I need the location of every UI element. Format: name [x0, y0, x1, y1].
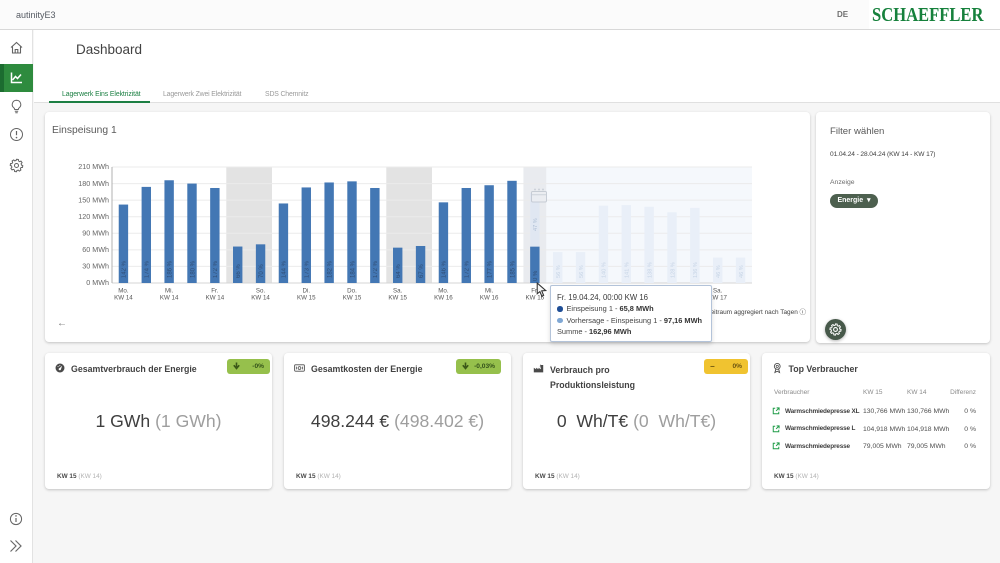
svg-text:142 %: 142 %	[122, 260, 128, 278]
svg-text:Mi.: Mi.	[485, 288, 494, 295]
svg-text:174 %: 174 %	[145, 260, 151, 278]
svg-text:60 MWh: 60 MWh	[82, 245, 109, 254]
svg-text:47 %: 47 %	[533, 218, 539, 231]
svg-text:173 %: 173 %	[305, 260, 311, 278]
svg-text:KW 15: KW 15	[297, 295, 316, 302]
svg-text:KW 15: KW 15	[388, 295, 407, 302]
svg-text:182 %: 182 %	[327, 260, 333, 278]
svg-text:Fr.: Fr.	[531, 288, 538, 295]
svg-text:186 %: 186 %	[167, 260, 173, 278]
svg-text:46 %: 46 %	[739, 265, 745, 278]
svg-text:Mi.: Mi.	[165, 288, 174, 295]
svg-text:177 %: 177 %	[487, 260, 493, 278]
svg-text:144 %: 144 %	[282, 260, 288, 278]
svg-text:180 %: 180 %	[190, 260, 196, 278]
svg-text:KW 14: KW 14	[114, 295, 133, 302]
svg-text:KW 16: KW 16	[526, 295, 545, 302]
svg-text:146 %: 146 %	[442, 260, 448, 278]
svg-text:172 %: 172 %	[465, 260, 471, 278]
svg-text:Fr.: Fr.	[211, 288, 218, 295]
svg-text:90 MWh: 90 MWh	[82, 229, 109, 238]
svg-text:172 %: 172 %	[213, 260, 219, 278]
svg-text:0 MWh: 0 MWh	[86, 278, 109, 287]
svg-text:KW 16: KW 16	[434, 295, 453, 302]
svg-text:138 %: 138 %	[647, 262, 653, 278]
svg-text:56 %: 56 %	[556, 265, 562, 278]
svg-text:180 MWh: 180 MWh	[78, 179, 109, 188]
svg-text:136 %: 136 %	[693, 262, 699, 278]
svg-text:Di.: Di.	[302, 288, 310, 295]
svg-text:172 %: 172 %	[373, 260, 379, 278]
svg-text:140 %: 140 %	[602, 262, 608, 278]
svg-text:KW 16: KW 16	[480, 295, 499, 302]
svg-text:185 %: 185 %	[510, 260, 516, 278]
svg-text:Sa.: Sa.	[393, 288, 403, 295]
svg-text:46 %: 46 %	[716, 265, 722, 278]
svg-text:KW 17: KW 17	[708, 295, 727, 302]
svg-text:70 %: 70 %	[259, 264, 265, 278]
svg-text:Sa.: Sa.	[713, 288, 723, 295]
svg-text:Do.: Do.	[347, 288, 357, 295]
svg-text:67 %: 67 %	[419, 264, 425, 278]
svg-text:Mo.: Mo.	[118, 288, 129, 295]
svg-text:0 %: 0 %	[533, 270, 539, 281]
svg-text:KW 14: KW 14	[160, 295, 179, 302]
svg-text:64 %: 64 %	[396, 264, 402, 278]
svg-text:150 MWh: 150 MWh	[78, 195, 109, 204]
svg-text:128 %: 128 %	[670, 262, 676, 278]
svg-text:56 %: 56 %	[579, 265, 585, 278]
svg-text:Mo.: Mo.	[438, 288, 449, 295]
svg-text:30 MWh: 30 MWh	[82, 262, 109, 271]
svg-text:184 %: 184 %	[350, 260, 356, 278]
svg-text:120 MWh: 120 MWh	[78, 212, 109, 221]
svg-text:So.: So.	[256, 288, 266, 295]
svg-text:KW 15: KW 15	[343, 295, 362, 302]
svg-text:KW 14: KW 14	[251, 295, 270, 302]
svg-text:210 MWh: 210 MWh	[78, 162, 109, 171]
svg-text:KW 14: KW 14	[206, 295, 225, 302]
svg-text:141 %: 141 %	[625, 262, 631, 278]
svg-text:66 %: 66 %	[236, 264, 242, 278]
